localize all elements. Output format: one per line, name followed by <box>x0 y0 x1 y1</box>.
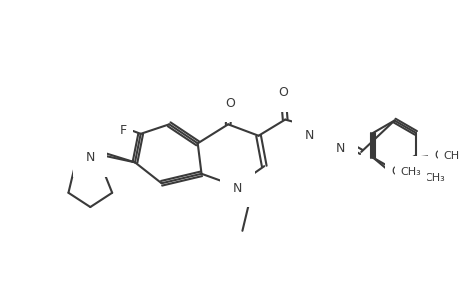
Text: H: H <box>310 130 318 140</box>
Text: N: N <box>303 129 313 142</box>
Text: CH₃: CH₃ <box>423 172 444 183</box>
Text: O: O <box>433 149 442 162</box>
Text: N: N <box>232 182 242 194</box>
Text: N: N <box>232 182 242 194</box>
Text: N: N <box>90 139 100 152</box>
Text: F: F <box>122 124 129 137</box>
Text: N: N <box>335 142 344 154</box>
Text: CH₃: CH₃ <box>442 151 459 161</box>
Text: O: O <box>433 149 442 162</box>
Text: CH₃: CH₃ <box>442 151 459 161</box>
Text: N: N <box>84 151 94 164</box>
Text: O: O <box>224 97 235 110</box>
Text: H: H <box>310 129 318 139</box>
Text: F: F <box>120 124 127 137</box>
Text: CH₃: CH₃ <box>400 167 420 177</box>
Text: N: N <box>303 129 313 142</box>
Text: O: O <box>414 171 423 184</box>
Text: O: O <box>391 165 400 178</box>
Text: O: O <box>414 171 423 184</box>
Text: O: O <box>391 165 400 178</box>
Text: N: N <box>85 151 95 164</box>
Text: O: O <box>278 86 288 100</box>
Text: O: O <box>278 86 288 100</box>
Text: CH₃: CH₃ <box>400 167 420 177</box>
Text: CH₃: CH₃ <box>423 172 444 183</box>
Text: O: O <box>224 97 235 110</box>
Text: N: N <box>335 142 344 154</box>
